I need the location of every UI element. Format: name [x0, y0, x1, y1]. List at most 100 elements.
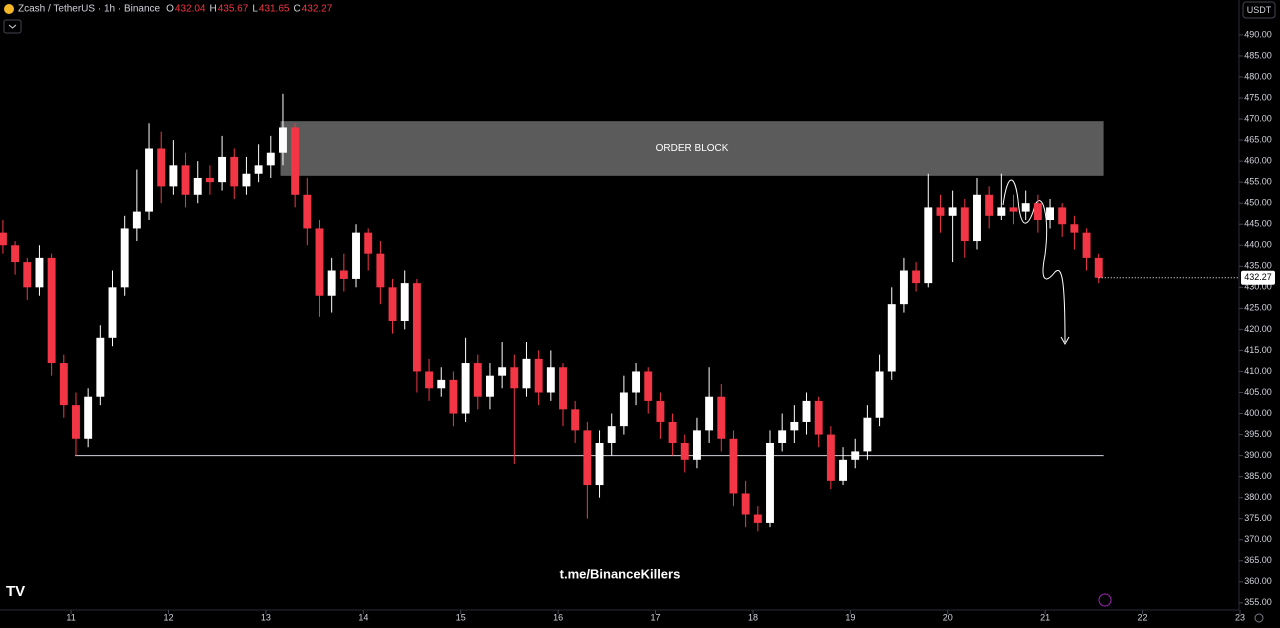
collapse-button[interactable]: [3, 19, 22, 34]
candle-body: [218, 156, 227, 183]
y-tick-label: 400.00: [1244, 408, 1272, 418]
candle-body: [400, 283, 409, 321]
x-tick-label: 21: [1040, 612, 1050, 622]
currency-label: USDT: [1247, 5, 1272, 15]
ohlc-key: H: [209, 4, 216, 15]
candle-body: [1082, 232, 1091, 258]
projection-arrowhead: [1060, 336, 1070, 346]
candle-body: [291, 127, 300, 195]
y-tick-label: 365.00: [1244, 555, 1272, 565]
candle-body: [449, 379, 458, 414]
y-tick-label: 470.00: [1244, 113, 1272, 123]
candle-body: [1033, 203, 1042, 221]
y-tick-label: 430.00: [1244, 282, 1272, 292]
y-tick-label: 485.00: [1244, 50, 1272, 60]
y-tick-label: 405.00: [1244, 387, 1272, 397]
y-tick-label: 465.00: [1244, 134, 1272, 144]
candle-body: [936, 207, 945, 216]
ohlc-key: O: [166, 4, 174, 15]
y-tick-label: 375.00: [1244, 513, 1272, 523]
candle-body: [72, 405, 80, 439]
x-tick-label: 15: [456, 612, 466, 622]
candle-body: [522, 358, 531, 389]
y-tick-label: 425.00: [1244, 303, 1272, 313]
logo: TV: [6, 583, 25, 600]
candle-body: [973, 194, 981, 242]
y-tick-label: 420.00: [1244, 324, 1272, 334]
candle-body: [948, 207, 957, 216]
candle-body: [254, 165, 263, 174]
candle-body: [315, 228, 324, 296]
candle-body: [108, 287, 117, 338]
y-tick-label: 380.00: [1244, 492, 1272, 502]
ohlc-value: 435.67: [218, 4, 249, 15]
symbol-title: Zcash / TetherUS · 1h · Binance: [18, 4, 161, 15]
candle-body: [205, 177, 214, 183]
candle-body: [498, 367, 507, 376]
candle-body: [546, 367, 555, 393]
candle-body: [680, 442, 689, 460]
candle-body: [1021, 203, 1030, 212]
candle-body: [59, 363, 68, 406]
candle-body: [169, 165, 178, 187]
candle-body: [510, 367, 519, 389]
y-tick-label: 370.00: [1244, 534, 1272, 544]
candle-body: [376, 253, 385, 288]
settings-icon[interactable]: [1254, 613, 1264, 623]
candle-body: [839, 459, 848, 481]
collapse-icon: [8, 24, 17, 29]
flash-icon[interactable]: [1098, 593, 1112, 607]
last-price-box: [1241, 270, 1275, 285]
y-tick-label: 445.00: [1244, 219, 1272, 229]
candle-body: [985, 194, 994, 216]
candle-body: [279, 127, 287, 153]
y-tick-label: 480.00: [1244, 71, 1272, 81]
candle-body: [437, 379, 446, 389]
ohlc-key: L: [252, 4, 258, 15]
candle-body: [364, 232, 373, 254]
candle-body: [84, 396, 93, 439]
candle-body: [11, 245, 20, 263]
y-tick-label: 415.00: [1244, 345, 1272, 355]
order-block-label: ORDER BLOCK: [656, 143, 729, 154]
y-tick-label: 475.00: [1244, 92, 1272, 102]
candle-body: [619, 392, 628, 427]
currency-button[interactable]: [1242, 1, 1276, 19]
y-tick-label: 435.00: [1244, 261, 1272, 271]
x-tick-label: 12: [164, 612, 174, 622]
x-tick-label: 22: [1138, 612, 1148, 622]
candle-body: [339, 270, 348, 279]
candle-body: [485, 375, 494, 397]
candle-body: [96, 337, 105, 397]
candle-body: [425, 371, 434, 389]
candle-body: [412, 283, 421, 372]
y-tick-label: 390.00: [1244, 450, 1272, 460]
candle-body: [632, 371, 641, 393]
candle-body: [327, 270, 336, 296]
candle-body: [766, 442, 774, 523]
candle-body: [1070, 224, 1079, 233]
candle-body: [193, 177, 202, 195]
candle-body: [1046, 207, 1054, 221]
x-tick-label: 11: [66, 612, 75, 622]
x-tick-label: 13: [261, 612, 271, 622]
x-tick-label: 23: [1235, 612, 1245, 622]
y-tick-label: 355.00: [1244, 597, 1272, 607]
candle-body: [960, 207, 969, 242]
candle-body: [534, 358, 543, 393]
candle-body: [1009, 207, 1018, 212]
candle-body: [887, 304, 896, 372]
candle-body: [705, 396, 714, 431]
x-tick-label: 20: [943, 612, 953, 622]
candle-body: [802, 400, 811, 422]
candle-body: [717, 396, 726, 439]
x-tick-label: 17: [651, 612, 661, 622]
candle-body: [692, 430, 701, 460]
candle-body: [181, 165, 190, 195]
candle-body: [0, 232, 7, 246]
candle-body: [997, 207, 1006, 216]
candle-body: [132, 211, 141, 229]
